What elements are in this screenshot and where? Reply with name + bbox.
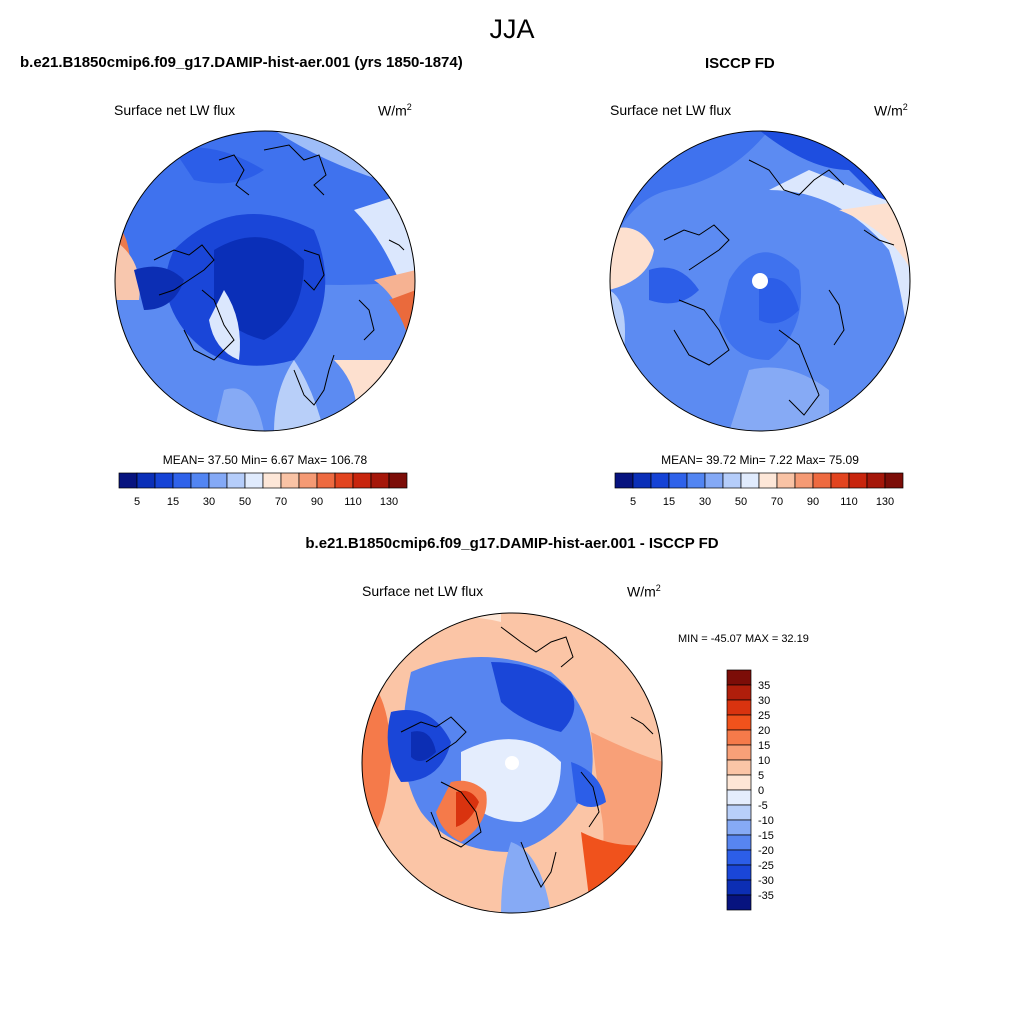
model-colorbar: 5 15 30 50 70 90 110 130 — [118, 472, 408, 508]
obs-colorbar-swatch — [704, 472, 724, 489]
diff-colorbar-tick-label: 25 — [758, 710, 770, 722]
obs-colorbar-swatch — [632, 472, 652, 489]
diff-colorbar-swatch — [726, 774, 752, 791]
model-colorbar-tick-label: 110 — [344, 496, 362, 508]
model-colorbar-swatch — [172, 472, 192, 489]
obs-colorbar-tick-label: 130 — [876, 496, 894, 508]
diff-stats: MIN = -45.07 MAX = 32.19 — [678, 633, 809, 645]
model-colorbar-swatch — [136, 472, 156, 489]
diff-colorbar: 35 30 25 20 15 10 5 0 -5 -10 -15 -20 -25 -30 -35 — [726, 669, 774, 911]
diff-colorbar-tick-label: 5 — [758, 770, 764, 782]
model-colorbar-swatch — [316, 472, 336, 489]
obs-colorbar-swatch — [686, 472, 706, 489]
obs-colorbar-swatch — [650, 472, 670, 489]
diff-colorbar-swatch — [726, 684, 752, 701]
diff-colorbar-tick-label: 15 — [758, 740, 770, 752]
model-colorbar-swatch — [244, 472, 264, 489]
diff-colorbar-swatch — [726, 759, 752, 776]
diff-colorbar-swatch — [726, 894, 752, 911]
diff-colorbar-swatch — [726, 699, 752, 716]
model-colorbar-swatch — [298, 472, 318, 489]
diff-polar-map — [361, 612, 663, 914]
model-stats: MEAN= 37.50 Min= 6.67 Max= 106.78 — [162, 453, 368, 467]
obs-colorbar-swatch — [794, 472, 814, 489]
diff-colorbar-tick-label: -30 — [758, 875, 774, 887]
obs-colorbar-swatch — [776, 472, 796, 489]
diff-colorbar-tick-label: 30 — [758, 695, 770, 707]
model-colorbar-swatch — [208, 472, 228, 489]
diff-colorbar-tick-label: 20 — [758, 725, 770, 737]
diff-colorbar-swatch — [726, 834, 752, 851]
model-colorbar-swatch — [190, 472, 210, 489]
diff-colorbar-swatch — [726, 789, 752, 806]
obs-colorbar: 5 15 30 50 70 90 110 130 — [614, 472, 904, 508]
diff-variable-label: Surface net LW flux — [362, 583, 484, 599]
obs-colorbar-swatch — [758, 472, 778, 489]
obs-colorbar-swatch — [614, 472, 634, 489]
obs-variable-label: Surface net LW flux — [610, 102, 732, 118]
obs-colorbar-tick-label: 90 — [807, 496, 819, 508]
diff-colorbar-swatch — [726, 804, 752, 821]
model-colorbar-swatch — [154, 472, 174, 489]
diff-colorbar-swatch — [726, 849, 752, 866]
diff-colorbar-tick-label: -5 — [758, 800, 768, 812]
diff-colorbar-tick-label: -10 — [758, 815, 774, 827]
model-panel-heading: b.e21.B1850cmip6.f09_g17.DAMIP-hist-aer.… — [20, 54, 463, 71]
obs-colorbar-swatch — [812, 472, 832, 489]
obs-colorbar-tick-label: 30 — [699, 496, 711, 508]
model-colorbar-tick-label: 70 — [275, 496, 287, 508]
model-colorbar-tick-label: 5 — [134, 496, 140, 508]
model-colorbar-swatch — [262, 472, 282, 489]
obs-stats: MEAN= 39.72 Min= 7.22 Max= 75.09 — [661, 453, 859, 467]
model-colorbar-swatch — [352, 472, 372, 489]
obs-colorbar-tick-label: 5 — [630, 496, 636, 508]
obs-colorbar-swatch — [848, 472, 868, 489]
obs-units-label: W/m2 — [874, 102, 908, 119]
diff-units-label: W/m2 — [627, 583, 661, 600]
obs-colorbar-swatch — [668, 472, 688, 489]
obs-colorbar-swatch — [866, 472, 886, 489]
model-colorbar-swatch — [118, 472, 138, 489]
diff-panel-heading: b.e21.B1850cmip6.f09_g17.DAMIP-hist-aer.… — [305, 535, 719, 552]
obs-polar-map — [609, 130, 911, 432]
diff-colorbar-swatch — [726, 729, 752, 746]
figure-title: JJA — [489, 14, 535, 44]
obs-colorbar-tick-label: 15 — [663, 496, 675, 508]
diff-colorbar-swatch — [726, 819, 752, 836]
diff-colorbar-tick-label: 35 — [758, 680, 770, 692]
model-colorbar-swatch — [370, 472, 390, 489]
model-colorbar-tick-label: 15 — [167, 496, 179, 508]
model-colorbar-swatch — [388, 472, 408, 489]
diff-colorbar-tick-label: 10 — [758, 755, 770, 767]
diff-colorbar-tick-label: -20 — [758, 845, 774, 857]
model-polar-map — [114, 130, 416, 432]
obs-panel-heading: ISCCP FD — [705, 55, 775, 72]
diff-colorbar-swatch — [726, 714, 752, 731]
model-variable-label: Surface net LW flux — [114, 102, 236, 118]
diff-colorbar-swatch — [726, 879, 752, 896]
model-colorbar-swatch — [226, 472, 246, 489]
model-colorbar-tick-label: 50 — [239, 496, 251, 508]
obs-colorbar-swatch — [884, 472, 904, 489]
diff-colorbar-tick-label: -25 — [758, 860, 774, 872]
diff-colorbar-tick-label: -35 — [758, 890, 774, 902]
obs-colorbar-tick-label: 70 — [771, 496, 783, 508]
diff-colorbar-swatch — [726, 744, 752, 761]
obs-colorbar-swatch — [722, 472, 742, 489]
model-colorbar-tick-label: 130 — [380, 496, 398, 508]
obs-colorbar-tick-label: 110 — [840, 496, 858, 508]
obs-colorbar-tick-label: 50 — [735, 496, 747, 508]
model-colorbar-swatch — [280, 472, 300, 489]
diff-colorbar-swatch — [726, 669, 752, 686]
model-units-label: W/m2 — [378, 102, 412, 119]
model-colorbar-tick-label: 30 — [203, 496, 215, 508]
diff-colorbar-swatch — [726, 864, 752, 881]
model-colorbar-tick-label: 90 — [311, 496, 323, 508]
diff-colorbar-tick-label: 0 — [758, 785, 764, 797]
obs-colorbar-swatch — [830, 472, 850, 489]
model-colorbar-swatch — [334, 472, 354, 489]
diff-colorbar-tick-label: -15 — [758, 830, 774, 842]
obs-colorbar-swatch — [740, 472, 760, 489]
